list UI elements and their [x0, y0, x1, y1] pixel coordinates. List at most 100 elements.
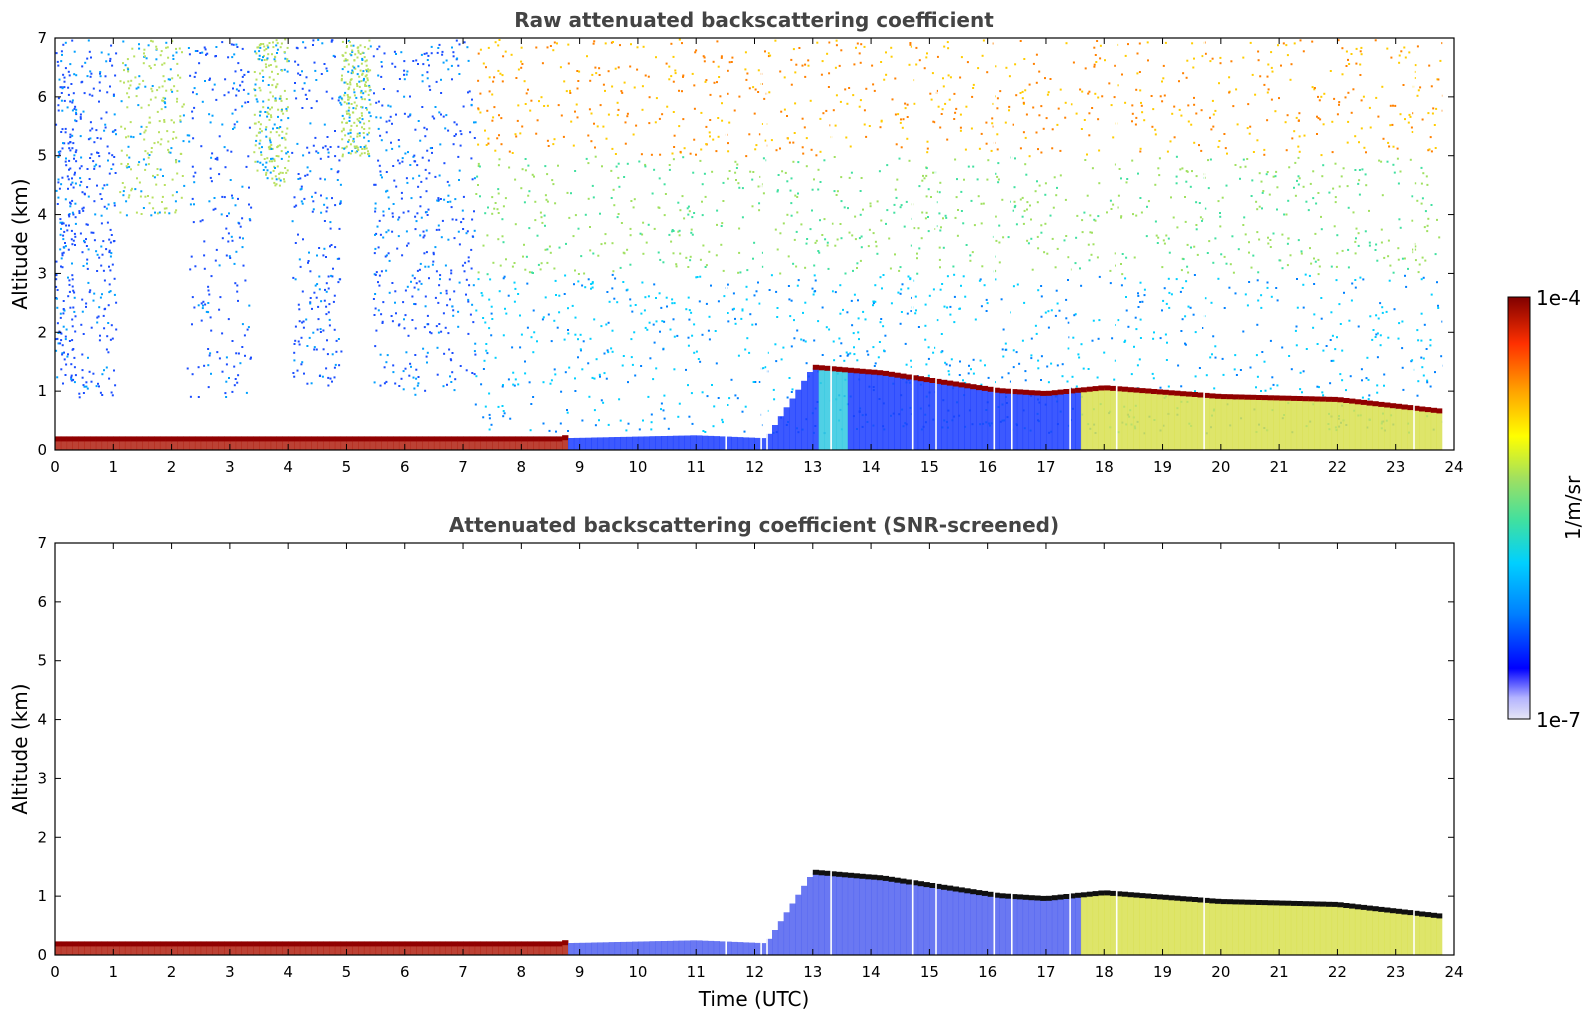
- noise-pixel: [819, 117, 822, 120]
- noise-pixel: [720, 243, 723, 246]
- noise-pixel: [528, 271, 531, 274]
- noise-pixel: [1087, 368, 1090, 370]
- noise-pixel: [1218, 140, 1221, 142]
- noise-pixel: [1393, 171, 1396, 174]
- noise-pixel: [1247, 103, 1250, 106]
- noise-pixel: [991, 117, 994, 120]
- noise-pixel: [443, 162, 446, 165]
- noise-pixel: [437, 301, 440, 304]
- noise-pixel: [1255, 200, 1258, 203]
- layer-top-cell: [1290, 395, 1298, 401]
- layer-top-cell: [363, 436, 371, 442]
- noise-pixel: [970, 127, 973, 130]
- noise-pixel: [82, 206, 85, 209]
- noise-pixel: [924, 303, 927, 306]
- noise-pixel: [554, 373, 557, 376]
- noise-pixel: [108, 291, 111, 294]
- noise-pixel: [1417, 271, 1420, 274]
- noise-pixel: [395, 312, 397, 315]
- noise-pixel: [546, 200, 549, 203]
- noise-pixel: [285, 109, 288, 112]
- noise-pixel: [68, 159, 71, 162]
- noise-pixel: [245, 391, 248, 394]
- noise-pixel: [1355, 47, 1358, 50]
- noise-pixel: [1239, 369, 1242, 371]
- noise-pixel: [1375, 314, 1378, 317]
- noise-pixel: [409, 164, 412, 166]
- layer-top-cell: [544, 436, 551, 442]
- noise-pixel: [198, 62, 201, 65]
- noise-pixel: [334, 246, 337, 249]
- noise-pixel: [532, 351, 535, 354]
- noise-pixel: [640, 312, 643, 315]
- noise-pixel: [1210, 301, 1213, 304]
- noise-pixel: [1359, 50, 1362, 53]
- noise-pixel: [293, 196, 296, 199]
- layer-cell: [90, 439, 97, 450]
- noise-pixel: [407, 210, 410, 213]
- noise-pixel: [133, 55, 136, 58]
- noise-pixel: [710, 284, 712, 287]
- noise-pixel: [113, 202, 116, 205]
- noise-pixel: [941, 283, 944, 285]
- noise-pixel: [587, 362, 590, 365]
- noise-pixel: [1299, 39, 1302, 42]
- noise-pixel: [605, 323, 608, 326]
- noise-pixel: [108, 377, 111, 380]
- noise-pixel: [79, 113, 82, 116]
- noise-pixel: [126, 106, 129, 109]
- noise-pixel: [1056, 123, 1059, 126]
- noise-pixel: [405, 230, 408, 233]
- noise-pixel: [891, 98, 894, 101]
- noise-pixel: [471, 303, 474, 306]
- noise-pixel: [110, 324, 113, 327]
- noise-pixel: [266, 111, 269, 114]
- noise-pixel: [1212, 125, 1215, 128]
- noise-pixel: [430, 45, 433, 48]
- noise-pixel: [375, 271, 378, 274]
- noise-pixel: [1260, 294, 1263, 297]
- noise-pixel: [781, 170, 784, 173]
- noise-pixel: [1319, 118, 1322, 121]
- noise-pixel: [309, 122, 312, 125]
- noise-pixel: [1422, 172, 1425, 175]
- noise-pixel: [591, 286, 594, 289]
- noise-pixel: [584, 213, 587, 216]
- noise-pixel: [378, 45, 381, 48]
- noise-pixel: [1256, 231, 1259, 234]
- layer-cell: [404, 439, 411, 450]
- noise-pixel: [306, 382, 309, 385]
- noise-pixel: [307, 261, 309, 264]
- noise-pixel: [314, 191, 317, 194]
- noise-pixel: [728, 170, 731, 172]
- noise-pixel: [1424, 259, 1427, 262]
- noise-pixel: [451, 78, 453, 81]
- noise-pixel: [83, 241, 86, 244]
- noise-pixel: [1318, 386, 1320, 389]
- noise-pixel: [127, 163, 129, 165]
- noise-pixel: [677, 201, 680, 204]
- noise-pixel: [815, 154, 818, 157]
- noise-pixel: [269, 141, 272, 144]
- layer-top-cell: [107, 436, 114, 442]
- noise-pixel: [260, 43, 262, 46]
- noise-pixel: [1267, 236, 1269, 239]
- noise-pixel: [479, 92, 482, 95]
- noise-pixel: [1260, 180, 1263, 183]
- noise-pixel: [619, 266, 622, 269]
- noise-pixel: [833, 359, 836, 362]
- noise-pixel: [268, 42, 271, 44]
- noise-pixel: [1347, 91, 1350, 94]
- noise-pixel: [71, 262, 73, 265]
- noise-pixel: [1137, 172, 1139, 175]
- noise-pixel: [1047, 326, 1050, 329]
- noise-pixel: [218, 264, 221, 267]
- noise-pixel: [95, 163, 98, 166]
- noise-pixel: [105, 60, 108, 63]
- noise-pixel: [243, 334, 246, 337]
- noise-pixel: [527, 88, 529, 91]
- layer-top-cell: [468, 436, 476, 442]
- noise-pixel: [1200, 149, 1203, 152]
- noise-pixel: [591, 184, 594, 187]
- noise-pixel: [768, 91, 771, 94]
